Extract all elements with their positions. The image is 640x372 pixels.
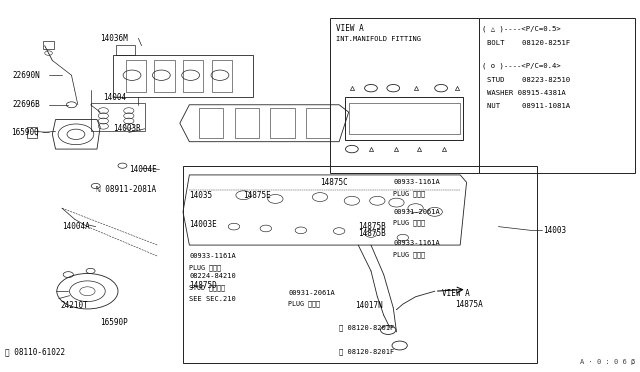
Text: Ⓑ 08120-8201F: Ⓑ 08120-8201F: [339, 349, 394, 356]
Bar: [113, 55, 253, 97]
Bar: [91, 103, 145, 131]
Text: 14017N: 14017N: [355, 301, 383, 311]
Text: 22696B: 22696B: [13, 100, 40, 109]
Text: 14875C: 14875C: [320, 178, 348, 187]
Text: PLUG プラグ: PLUG プラグ: [288, 301, 320, 307]
Bar: [349, 103, 460, 134]
Text: 14875A: 14875A: [455, 300, 483, 309]
Bar: [270, 109, 294, 138]
Text: ( △ )----<P/C=0.5>: ( △ )----<P/C=0.5>: [483, 25, 561, 32]
Text: SEE SEC.210: SEE SEC.210: [189, 296, 236, 302]
Text: STUD    08223-82510: STUD 08223-82510: [487, 77, 570, 83]
Text: 14875B: 14875B: [358, 230, 386, 238]
Text: BOLT    08120-8251F: BOLT 08120-8251F: [487, 40, 570, 46]
Text: 14875E: 14875E: [244, 191, 271, 200]
Text: 08224-84210: 08224-84210: [189, 273, 236, 279]
Bar: [235, 109, 259, 138]
Text: 00931-2061A: 00931-2061A: [394, 209, 440, 215]
Text: 14875B: 14875B: [358, 222, 386, 231]
Text: 14035: 14035: [189, 191, 212, 200]
Text: Ⓑ 08110-61022: Ⓑ 08110-61022: [4, 348, 65, 357]
Bar: [116, 45, 135, 55]
Text: 14003R: 14003R: [113, 124, 141, 133]
Text: 14004E: 14004E: [129, 165, 157, 174]
Text: STUD スタッド: STUD スタッド: [189, 284, 225, 291]
Bar: [306, 109, 330, 138]
Bar: [27, 127, 37, 138]
Text: ( o )----<P/C=0.4>: ( o )----<P/C=0.4>: [483, 62, 561, 69]
Text: PLUG プラグ: PLUG プラグ: [394, 190, 426, 197]
Text: INT.MANIFOLD FITTING: INT.MANIFOLD FITTING: [336, 36, 421, 42]
Text: 14003: 14003: [543, 226, 566, 235]
Text: 16590P: 16590P: [100, 318, 128, 327]
Text: 24210T: 24210T: [61, 301, 88, 311]
Text: 00933-1161A: 00933-1161A: [394, 179, 440, 185]
Text: PLUG プラグ: PLUG プラグ: [394, 219, 426, 226]
Text: 00933-1161A: 00933-1161A: [189, 253, 236, 259]
Text: 14004A: 14004A: [62, 222, 90, 231]
Bar: [346, 97, 463, 140]
Text: 14004: 14004: [103, 93, 127, 102]
Bar: [479, 18, 636, 173]
Text: 14875D: 14875D: [189, 281, 217, 290]
Text: WASHER 08915-4381A: WASHER 08915-4381A: [487, 90, 566, 96]
Bar: [330, 18, 479, 173]
Text: NUT     08911-1081A: NUT 08911-1081A: [487, 103, 570, 109]
Text: 00933-1161A: 00933-1161A: [394, 240, 440, 246]
Text: A · 0 : 0 6 β: A · 0 : 0 6 β: [580, 359, 636, 365]
Bar: [154, 61, 175, 92]
Text: 00931-2061A: 00931-2061A: [288, 290, 335, 296]
Text: VIEW A: VIEW A: [442, 289, 470, 298]
Text: 22690N: 22690N: [13, 71, 40, 80]
Bar: [44, 41, 54, 49]
Text: PLUG プラグ: PLUG プラグ: [394, 251, 426, 258]
Text: VIEW A: VIEW A: [336, 23, 364, 32]
Text: 14003E: 14003E: [189, 220, 217, 229]
Text: ℕ 08911-2081A: ℕ 08911-2081A: [96, 185, 156, 194]
Bar: [199, 109, 223, 138]
Text: PLUG プラグ: PLUG プラグ: [189, 264, 221, 270]
Text: Ⓑ 08120-8201F: Ⓑ 08120-8201F: [339, 325, 394, 331]
Bar: [183, 166, 537, 363]
Text: 16590Q: 16590Q: [11, 128, 38, 137]
Bar: [125, 61, 146, 92]
Bar: [212, 61, 232, 92]
Text: 14036M: 14036M: [100, 34, 128, 43]
Bar: [183, 61, 204, 92]
